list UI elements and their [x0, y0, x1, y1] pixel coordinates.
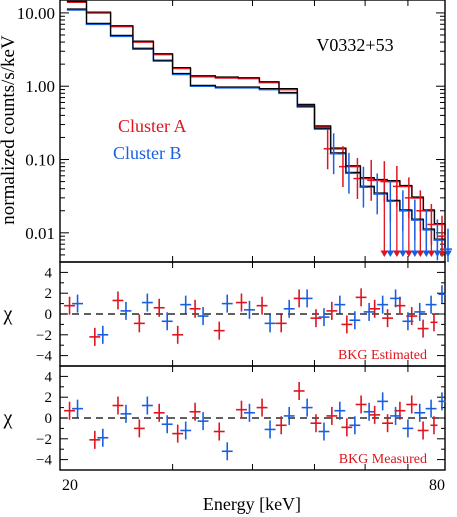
residual-y-tick-label: 4: [45, 369, 53, 385]
spectrum-y-tick-label: 0.10: [25, 151, 55, 170]
residual-y-tick-label: 0: [45, 411, 53, 427]
spectrum-upper-limit-arrow: [404, 250, 413, 257]
x-axis-label: Energy [keV]: [203, 494, 301, 514]
x-tick-label-20: 20: [62, 477, 78, 494]
residual-measured-plot-area: −4 −2 0 2 4: [36, 365, 446, 471]
spectrum-upper-limit-arrow: [433, 250, 442, 257]
spectrum-plot-area: 0.01 0.10 1.00 10.00: [17, 0, 452, 263]
spectrum-y-axis-label: normalized counts/s/keV: [0, 35, 19, 225]
spectrum-upper-limit-arrow: [410, 250, 419, 257]
residual-y-tick-label: −2: [36, 432, 52, 448]
residual-y-tick-label: −2: [36, 328, 52, 344]
legend-cluster-a: Cluster A: [118, 116, 187, 136]
residual-y-tick-label: 2: [45, 286, 53, 302]
residual-measured-y-axis-label: χ: [3, 407, 13, 429]
bkg-estimated-label: BKG Estimated: [338, 348, 427, 363]
source-label: V0332+53: [316, 35, 393, 55]
x-axis-ticks: [59, 0, 446, 470]
residual-y-tick-label: 2: [45, 390, 53, 406]
spectrum-upper-limit-arrow: [416, 250, 425, 257]
bkg-measured-label: BKG Measured: [339, 452, 427, 467]
residual-y-tick-label: 4: [45, 265, 53, 281]
spectrum-upper-limit-arrow: [444, 250, 452, 257]
residual-y-tick-label: −4: [36, 349, 52, 365]
x-tick-label-80: 80: [429, 477, 445, 494]
residual-estimated-y-axis-label: χ: [3, 303, 13, 325]
legend-cluster-b: Cluster B: [113, 143, 182, 163]
spectrum-upper-limit-arrow: [392, 250, 401, 257]
residual-y-tick-label: −4: [36, 453, 52, 469]
spectrum-upper-limit-arrow: [398, 250, 407, 257]
spectrum-y-tick-label: 10.00: [17, 4, 55, 23]
spectrum-upper-limit-arrow: [386, 250, 395, 257]
spectrum-y-tick-label: 1.00: [25, 77, 55, 96]
spectrum-upper-limit-arrow: [380, 250, 389, 257]
residual-estimated-plot-area: −4 −2 0 2 4: [36, 261, 446, 367]
spectrum-y-tick-label: 0.01: [25, 224, 55, 243]
spectrum-upper-limit-arrow: [422, 250, 431, 257]
residual-y-tick-label: 0: [45, 307, 53, 323]
spectrum-model-cluster-b: [66, 8, 446, 249]
